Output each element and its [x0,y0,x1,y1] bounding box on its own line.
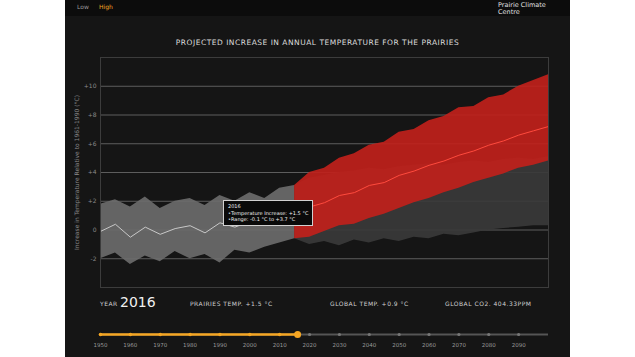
svg-text:1950: 1950 [94,342,108,348]
svg-text:+8: +8 [88,111,97,118]
html-text:PRAIRIES TEMP. +1.5 °C: PRAIRIES TEMP. +1.5 °C [190,300,273,307]
html-text:High: High [99,3,113,10]
svg-text:1960: 1960 [123,342,137,348]
html-text:•Range: -0.1 °C to +3.7 °C: •Range: -0.1 °C to +3.7 °C [228,216,296,222]
html-text:2016: 2016 [228,203,241,209]
html-text:Low: Low [77,3,89,10]
svg-text:2040: 2040 [362,342,376,348]
svg-text:2070: 2070 [452,342,466,348]
svg-text:-2: -2 [91,255,97,262]
svg-text:2050: 2050 [392,342,406,348]
html-text:•Temperature Increase: +1.5 °C: •Temperature Increase: +1.5 °C [228,209,309,216]
svg-text:+6: +6 [88,140,97,147]
svg-text:1990: 1990 [213,342,227,348]
svg-text:+4: +4 [88,168,97,175]
html-text:GLOBAL TEMP. +0.9 °C: GLOBAL TEMP. +0.9 °C [330,300,409,307]
svg-text:+10: +10 [84,82,97,89]
html-text:GLOBAL CO2. 404.33PPM: GLOBAL CO2. 404.33PPM [445,300,532,307]
svg-text:+2: +2 [88,197,97,204]
svg-text:Increase in Temperature Relati: Increase in Temperature Relative to 1961… [73,95,81,250]
svg-text:1980: 1980 [183,342,197,348]
html-text:2016: 2016 [120,294,156,310]
svg-text:2080: 2080 [482,342,496,348]
html-text:Prairie Climate Centre: Prairie Climate Centre [498,1,546,16]
html-text:YEAR: YEAR [100,300,118,307]
svg-text:2030: 2030 [332,342,346,348]
svg-text:2020: 2020 [303,342,317,348]
svg-text:0: 0 [93,226,97,233]
svg-text:2060: 2060 [422,342,436,348]
svg-text:2090: 2090 [512,342,526,348]
svg-text:1970: 1970 [153,342,167,348]
html-text:PROJECTED INCREASE IN ANNUAL T: PROJECTED INCREASE IN ANNUAL TEMPERATURE… [175,38,460,47]
svg-text:2010: 2010 [273,342,287,348]
svg-text:2000: 2000 [243,342,257,348]
